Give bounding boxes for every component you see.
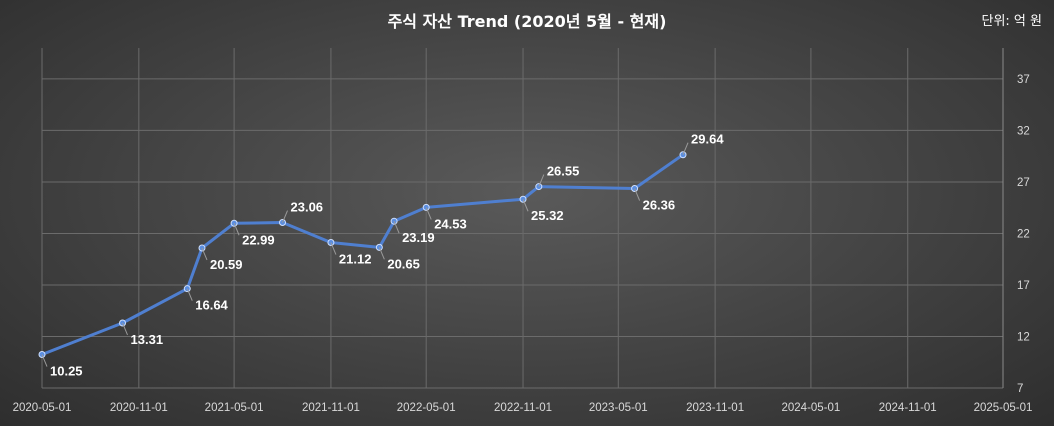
leader-line [634, 188, 641, 201]
x-tick-label: 2021-05-01 [205, 402, 264, 414]
x-tick-label: 2020-05-01 [13, 402, 72, 414]
axes: 7 12 17 22 27 32 37 2020-05-01 2020-11-01 2021-05… [13, 48, 1033, 414]
data-label: 20.65 [387, 256, 420, 271]
x-tick-label: 2020-11-01 [110, 402, 168, 414]
leader-line [122, 322, 128, 336]
x-tick-label: 2023-05-01 [589, 402, 648, 414]
x-tick-label: 2024-11-01 [879, 402, 937, 414]
leader-line [233, 223, 240, 236]
chart-title: 주식 자산 Trend (2020년 5월 - 현재) [387, 12, 667, 31]
gridlines [41, 48, 1004, 389]
leader-line [522, 199, 529, 212]
y-tick-label: 7 [1017, 383, 1023, 395]
leader-line [282, 210, 288, 223]
data-labels: 10.25 13.31 16.64 20.59 22.99 23.06 21.12 20.65… [41, 132, 724, 379]
data-label: 21.12 [339, 252, 372, 267]
y-tick-label: 12 [1017, 331, 1030, 343]
y-tick-label: 32 [1017, 125, 1030, 137]
data-label: 23.06 [291, 200, 324, 215]
data-label: 23.19 [402, 230, 435, 245]
leader-line [201, 247, 208, 261]
data-label: 13.31 [131, 332, 164, 347]
data-label: 25.32 [531, 208, 564, 223]
x-tick-label: 2022-11-01 [494, 402, 552, 414]
leader-line [538, 174, 545, 187]
y-tick-label: 37 [1017, 74, 1030, 86]
leader-line [425, 207, 432, 220]
leader-line [330, 242, 337, 255]
data-label: 26.55 [547, 164, 580, 179]
leader-line [186, 288, 193, 301]
x-tick-label: 2022-05-01 [397, 402, 456, 414]
y-tick-label: 17 [1017, 280, 1030, 292]
x-tick-label: 2025-05-01 [974, 402, 1033, 414]
x-tick-label: 2024-05-01 [781, 402, 840, 414]
x-tick-label: 2023-11-01 [686, 402, 744, 414]
y-tick-label: 22 [1017, 228, 1030, 240]
leader-line [378, 247, 385, 260]
data-label: 16.64 [195, 298, 228, 313]
leader-line [682, 142, 689, 155]
leader-line [41, 354, 48, 367]
data-label: 22.99 [242, 232, 275, 247]
data-label: 26.36 [643, 198, 676, 213]
y-tick-label: 27 [1017, 177, 1030, 189]
data-label: 10.25 [50, 364, 83, 379]
unit-label: 단위: 억 원 [981, 14, 1043, 29]
leader-line [393, 221, 400, 234]
data-label: 20.59 [210, 257, 243, 272]
data-label: 29.64 [691, 132, 724, 147]
x-tick-label: 2021-11-01 [302, 402, 360, 414]
data-label: 24.53 [434, 216, 467, 231]
